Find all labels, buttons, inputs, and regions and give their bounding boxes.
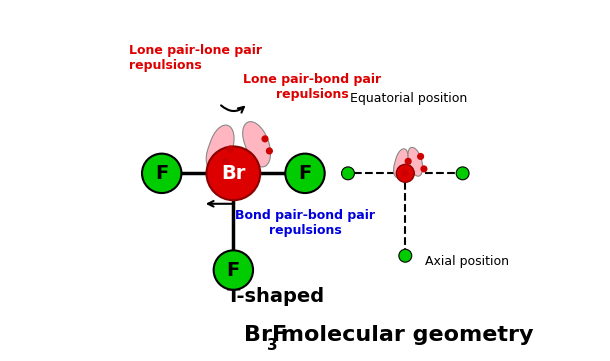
Circle shape <box>342 167 354 180</box>
Text: BrF: BrF <box>244 325 287 344</box>
Text: Lone pair-bond pair
repulsions: Lone pair-bond pair repulsions <box>243 73 381 101</box>
Text: T-shaped: T-shaped <box>228 287 325 306</box>
Text: F: F <box>298 164 312 183</box>
PathPatch shape <box>408 147 423 176</box>
Circle shape <box>227 146 233 152</box>
Circle shape <box>223 158 229 164</box>
Circle shape <box>285 154 325 193</box>
Circle shape <box>262 136 268 142</box>
Text: 3: 3 <box>267 338 278 353</box>
Circle shape <box>214 250 253 290</box>
Text: F: F <box>227 261 240 279</box>
Circle shape <box>396 164 414 182</box>
Text: F: F <box>155 164 168 183</box>
Text: Bond pair-bond pair
repulsions: Bond pair-bond pair repulsions <box>235 209 375 237</box>
Circle shape <box>405 158 411 164</box>
Circle shape <box>418 153 423 159</box>
PathPatch shape <box>243 122 270 167</box>
Circle shape <box>207 147 260 200</box>
Text: Br: Br <box>221 164 246 183</box>
PathPatch shape <box>393 149 408 178</box>
Circle shape <box>402 171 407 177</box>
Text: Axial position: Axial position <box>425 255 509 268</box>
Circle shape <box>399 249 412 262</box>
PathPatch shape <box>206 125 234 170</box>
Circle shape <box>421 166 427 172</box>
Circle shape <box>456 167 469 180</box>
Text: Equatorial position: Equatorial position <box>350 92 467 105</box>
Text: molecular geometry: molecular geometry <box>273 325 533 344</box>
Circle shape <box>142 154 181 193</box>
Text: Lone pair-lone pair
repulsions: Lone pair-lone pair repulsions <box>129 44 262 72</box>
Circle shape <box>267 148 272 154</box>
